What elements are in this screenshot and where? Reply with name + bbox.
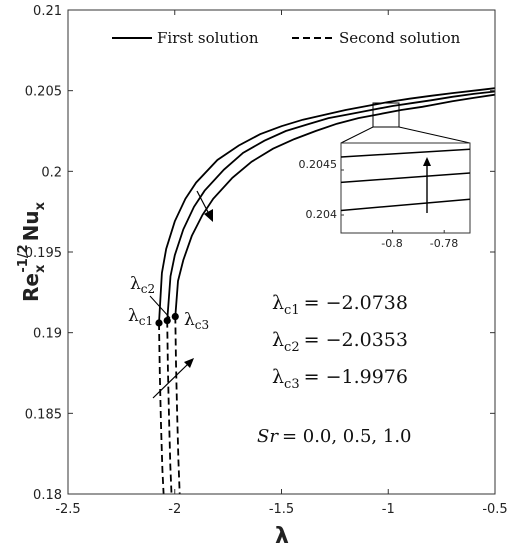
zoom-connector-right bbox=[398, 126, 471, 144]
legend-first-solution: First solution bbox=[157, 29, 259, 47]
legend-second-solution: Second solution bbox=[339, 29, 461, 47]
zoom-box bbox=[372, 102, 400, 128]
parameter-label: Sr = 0.0, 0.5, 1.0 bbox=[257, 426, 412, 447]
y-tick-label: 0.21 bbox=[33, 4, 62, 19]
legend: First solution Second solution bbox=[112, 29, 461, 47]
plot-frame bbox=[67, 9, 496, 495]
y-label-suffix-sub: x bbox=[33, 201, 48, 210]
plot-area bbox=[155, 87, 495, 494]
inset-lines bbox=[340, 148, 471, 233]
annotation-c3: λc3 = −1.9976 bbox=[272, 366, 408, 392]
critical-point bbox=[163, 316, 171, 325]
y-tick-label: 0.18 bbox=[33, 488, 62, 503]
critical-point bbox=[171, 312, 179, 321]
trend-arrow-upper bbox=[196, 190, 210, 215]
first-solution-line bbox=[166, 90, 495, 321]
inset-solution-line bbox=[340, 172, 471, 184]
annotation-c2: λc2 = −2.0353 bbox=[272, 329, 408, 355]
y-tick-label: 0.185 bbox=[25, 407, 62, 422]
x-tick-label: -0.5 bbox=[482, 502, 507, 517]
x-axis: -2.5 -2 -1.5 -1 -0.5 bbox=[55, 10, 508, 517]
inset-xtick-label: -0.8 bbox=[381, 237, 402, 250]
critical-label-c2: λc2 bbox=[130, 274, 155, 296]
second-solution-line bbox=[166, 320, 173, 494]
inset-ytick-label: 0.204 bbox=[306, 208, 338, 221]
first-solution-line bbox=[158, 87, 495, 324]
y-axis: 0.18 0.185 0.19 0.195 0.2 0.205 0.21 bbox=[25, 4, 495, 503]
inset-solution-line bbox=[340, 148, 471, 158]
annotation-c1: λc1 = −2.0738 bbox=[272, 292, 408, 318]
second-solution-line bbox=[174, 316, 181, 494]
critical-label-c2-leader bbox=[149, 295, 171, 319]
y-tick-label: 0.2 bbox=[41, 165, 62, 180]
second-solution-line bbox=[158, 322, 165, 494]
y-tick-label: 0.195 bbox=[25, 246, 62, 261]
y-label-sub: x bbox=[33, 264, 48, 273]
y-label-suffix: Nu bbox=[19, 210, 43, 241]
x-tick-label: -2.5 bbox=[55, 502, 80, 517]
trend-arrow-lower bbox=[152, 363, 189, 399]
critical-label-c3: λc3 bbox=[184, 310, 209, 332]
trend-arrow-upper-head bbox=[204, 209, 213, 222]
svg-text:Rex-1/2Nux: Rex-1/2Nux bbox=[16, 201, 48, 302]
x-tick-label: -1 bbox=[382, 502, 395, 517]
inset-solution-line bbox=[340, 198, 471, 212]
inset-ytick-label: 0.2045 bbox=[299, 158, 338, 171]
inset-plot: 0.2045 0.204 -0.8 -0.78 bbox=[299, 142, 471, 250]
trend-arrow-lower-head bbox=[184, 358, 194, 368]
x-axis-label: λ bbox=[275, 524, 289, 549]
zoom-connector-left bbox=[340, 126, 374, 144]
inset-xtick-label: -0.78 bbox=[430, 237, 458, 250]
inset-arrow-head bbox=[423, 157, 431, 166]
x-tick-label: -2 bbox=[168, 502, 181, 517]
y-tick-label: 0.205 bbox=[25, 85, 62, 100]
y-label-sup: -1/2 bbox=[16, 244, 31, 272]
critical-label-c1: λc1 bbox=[128, 306, 153, 328]
inset-frame bbox=[340, 142, 471, 234]
x-tick-label: -1.5 bbox=[269, 502, 294, 517]
y-tick-label: 0.19 bbox=[33, 327, 62, 342]
y-axis-label: Rex-1/2Nux bbox=[16, 201, 48, 302]
first-solution-line bbox=[174, 93, 495, 317]
critical-point bbox=[155, 319, 163, 327]
y-label-base: Re bbox=[19, 273, 43, 302]
